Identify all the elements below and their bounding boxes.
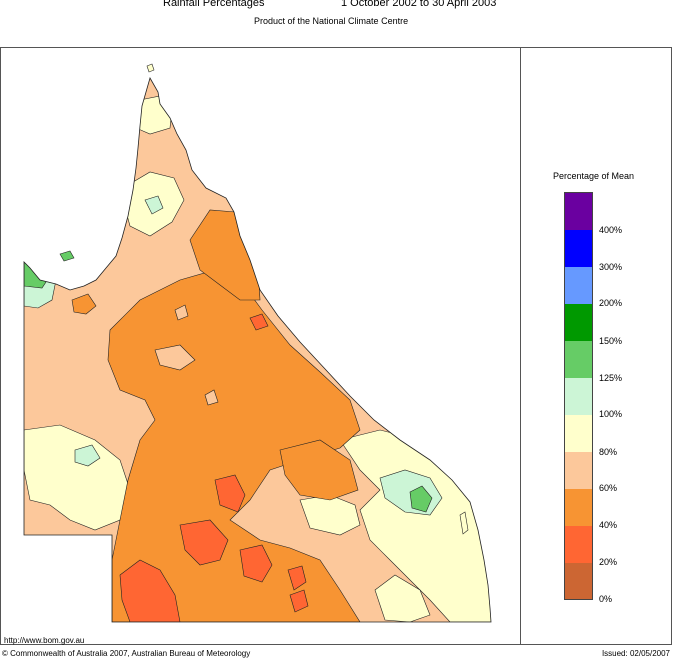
island-torres-strait <box>146 63 155 73</box>
island-mornington <box>59 250 75 262</box>
legend-swatch-20 <box>564 526 593 563</box>
legend-title: Percentage of Mean <box>553 171 635 181</box>
copyright-notice: © Commonwealth of Australia 2007, Austra… <box>2 649 251 658</box>
region-60-80-island-2 <box>204 389 219 406</box>
legend-swatch-200 <box>564 267 593 304</box>
rainfall-regions <box>24 78 491 622</box>
legend-label-60: 60% <box>599 483 618 493</box>
island-fraser <box>459 511 469 535</box>
region-60-80-island-3 <box>154 344 196 371</box>
legend-label-150: 150% <box>599 336 623 346</box>
legend-swatch-40 <box>564 489 593 526</box>
legend-swatch-100 <box>564 378 593 415</box>
region-20-40-coast <box>249 313 269 331</box>
map-period: 1 October 2002 to 30 April 2003 <box>341 0 497 9</box>
region-20-40-south-2 <box>287 565 307 591</box>
legend-swatch-60 <box>564 452 593 489</box>
legend-swatch-150 <box>564 304 593 341</box>
map-subtitle: Product of the National Climate Centre <box>254 16 409 26</box>
legend-divider <box>520 47 521 645</box>
region-20-40-south-3 <box>289 589 309 613</box>
legend-label-100: 100% <box>599 409 623 419</box>
legend-label-80: 80% <box>599 447 618 457</box>
state-outline <box>23 76 492 623</box>
region-60-80-island-1 <box>174 304 189 321</box>
legend-label-20: 20% <box>599 557 618 567</box>
region-100-125-cape <box>144 195 164 215</box>
region-40-60-gulf <box>71 293 97 315</box>
map-frame <box>0 47 672 645</box>
region-20-40-south <box>239 544 273 583</box>
legend-swatch-300 <box>564 230 593 267</box>
legend-swatch-80 <box>564 415 593 452</box>
bom-url: http://www.bom.gov.au <box>4 636 85 645</box>
region-125-150-east <box>409 485 433 513</box>
legend-label-125: 125% <box>599 373 623 383</box>
legend-swatch-125 <box>564 341 593 378</box>
map-title: Rainfall Percentages <box>163 0 265 9</box>
region-20-40-south-central <box>179 519 229 566</box>
region-80-100-west-1 <box>24 424 131 531</box>
region-100-125-west <box>74 444 101 467</box>
legend-label-0: 0% <box>599 594 613 604</box>
legend-label-400: 400% <box>599 225 623 235</box>
legend-swatch-0 <box>564 563 593 600</box>
region-40-60-central-east <box>279 439 359 501</box>
legend-label-300: 300% <box>599 262 623 272</box>
region-80-100-south-central <box>374 574 431 622</box>
legend-label-200: 200% <box>599 298 623 308</box>
issued-date: Issued: 02/05/2007 <box>601 649 670 658</box>
legend-swatch-400 <box>564 192 593 230</box>
legend-label-40: 40% <box>599 520 618 530</box>
region-20-40-south-west <box>119 559 181 622</box>
region-20-40-central <box>214 474 246 513</box>
